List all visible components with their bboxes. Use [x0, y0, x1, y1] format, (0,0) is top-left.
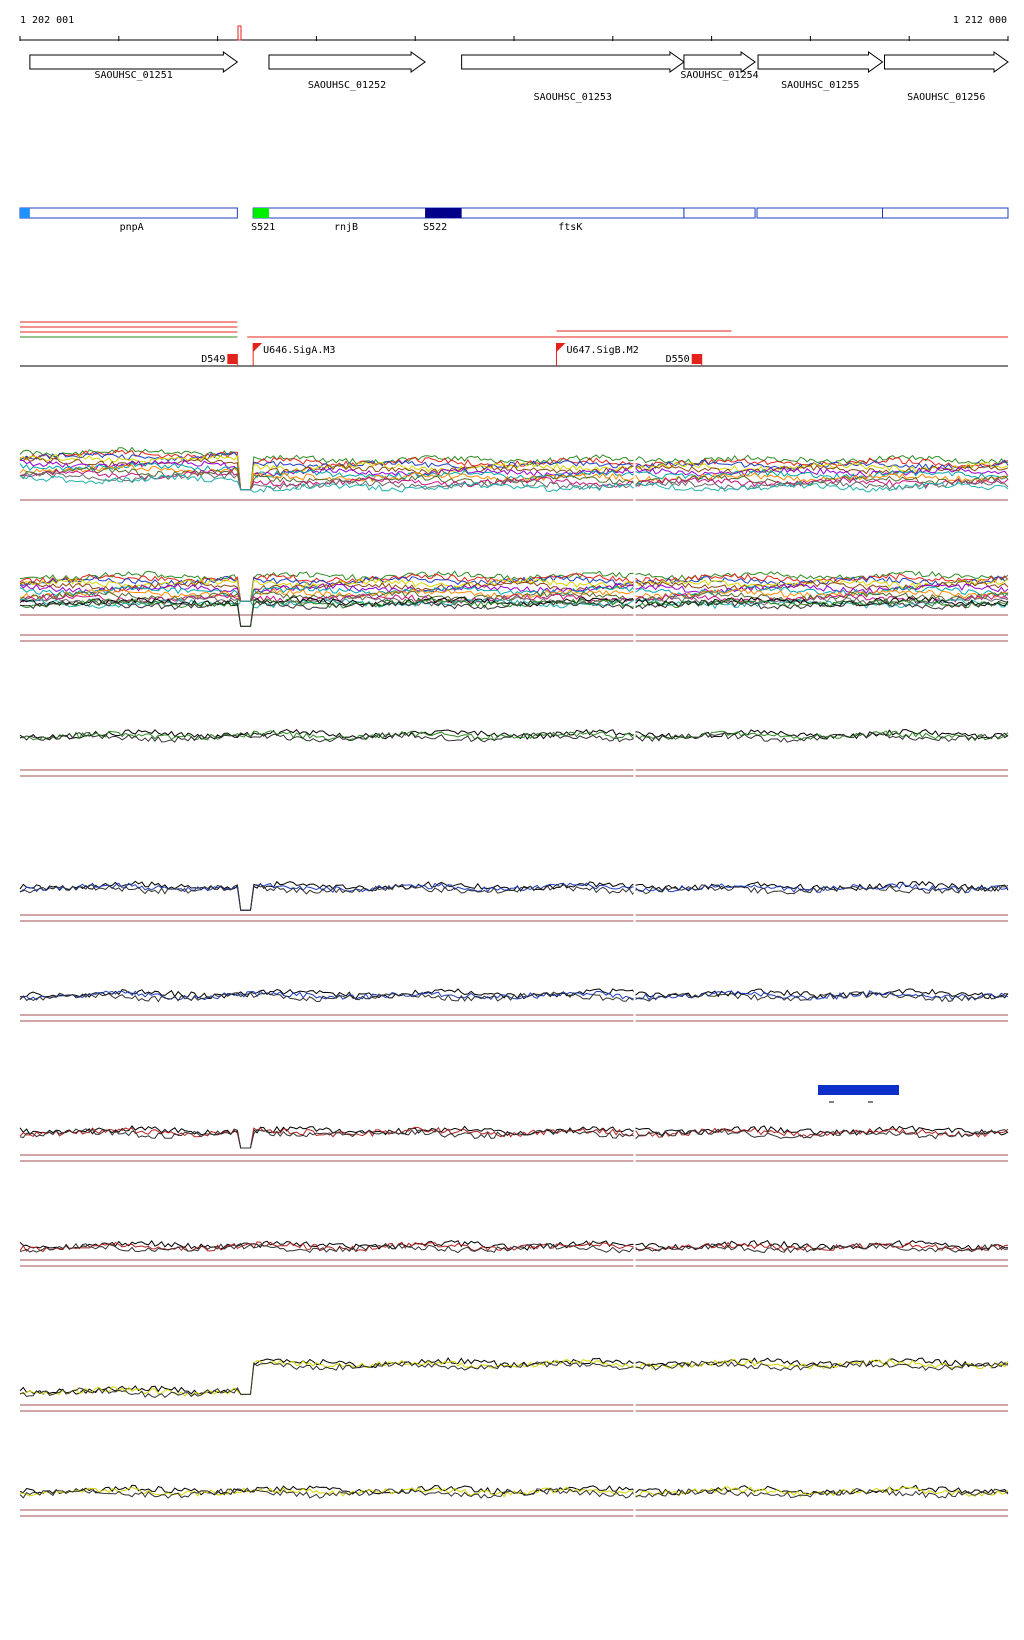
region-label: S522 [423, 222, 447, 233]
yellow-strand-2 [19, 1445, 1009, 1525]
gene-label: SAOUHSC_01254 [680, 70, 758, 81]
signal-line [19, 991, 1009, 1003]
gene-label: SAOUHSC_01252 [308, 80, 386, 91]
gene-label: SAOUHSC_01251 [94, 70, 172, 81]
coordinate-ruler: 1 202 001 1 212 000 [19, 15, 1009, 41]
signal-line [19, 1358, 1009, 1397]
gene-label: SAOUHSC_01255 [781, 80, 859, 91]
ruler-marker [237, 25, 242, 41]
signal-line [19, 1242, 1009, 1254]
multi-condition-profile-a [19, 420, 1009, 510]
red-strand-1 [19, 1080, 1009, 1170]
gene-arrow [683, 51, 756, 73]
signal-line [19, 595, 1009, 607]
gene-arrow [268, 51, 426, 73]
red-strand-2 [19, 1195, 1009, 1275]
gene-label: SAOUHSC_01256 [907, 92, 985, 103]
signal-line [19, 990, 1009, 1001]
start-coordinate: 1 202 001 [20, 15, 74, 26]
signal-line [19, 988, 1009, 1000]
signal-line [19, 730, 1009, 742]
signal-line [19, 468, 1009, 491]
signal-line [19, 1360, 1009, 1399]
signal-line [19, 1126, 1009, 1149]
blue-strand-1 [19, 830, 1009, 930]
gene-track: SAOUHSC_01251 SAOUHSC_01252 SAOUHSC_01253 S… [29, 51, 1009, 103]
operon-box [252, 207, 685, 219]
signal-line [19, 454, 1009, 491]
gene-name-label: rnjB [334, 222, 358, 233]
signal-line [19, 1486, 1009, 1498]
gene-label: SAOUHSC_01253 [534, 92, 612, 103]
scale-legend-bar [818, 1085, 899, 1095]
ruler-ticks [19, 25, 1009, 41]
signal-line [19, 883, 1009, 911]
signal-line [20, 599, 1009, 627]
green-strand-1 [19, 540, 1009, 650]
gene-arrow [461, 51, 685, 73]
annotation-track: S521 S522 pnpA rnjB ftsK [19, 207, 1009, 233]
operon-box [756, 207, 884, 219]
signal-line [19, 474, 1009, 493]
signal-line [19, 880, 1009, 911]
yellow-strand-1 [19, 1330, 1009, 1420]
signal-line [19, 597, 1009, 627]
region-label: S521 [251, 222, 275, 233]
signal-line [19, 1128, 1009, 1149]
multi-condition-profile-b [19, 535, 1009, 625]
signal-line [19, 466, 1009, 491]
terminator-block [227, 354, 238, 364]
signal-line [19, 1125, 1009, 1149]
promoter-label: U647.SigB.M2 [566, 345, 638, 356]
gene-arrow [757, 51, 884, 73]
signal-line [19, 577, 1009, 602]
operon-box [683, 207, 756, 219]
signal-line [19, 456, 1009, 491]
region-block [425, 208, 462, 218]
signal-line [19, 446, 1009, 491]
operon-box [19, 207, 238, 219]
feature-track: U646.SigA.M3 U647.SigB.M2 D549 D550 [20, 321, 1008, 367]
blue-strand-2 [19, 940, 1009, 1030]
promoter-flag [253, 343, 263, 352]
signal-line [20, 459, 1009, 491]
signal-line [19, 1241, 1009, 1253]
gene-name-label: ftsK [558, 222, 582, 233]
terminator-label: D549 [201, 354, 225, 365]
gene-arrow [29, 51, 239, 73]
terminator-label: D550 [666, 354, 690, 365]
signal-line [19, 1487, 1009, 1499]
green-strand-2 [19, 685, 1009, 785]
gene-name-label: pnpA [120, 222, 144, 233]
signal-line [19, 882, 1009, 911]
expression-tracks [19, 420, 1009, 1525]
gene-arrow [884, 51, 1009, 73]
signal-line [19, 731, 1009, 743]
terminator-block [691, 354, 702, 364]
end-coordinate: 1 212 000 [953, 15, 1007, 26]
region-block [253, 208, 269, 218]
operon-box [882, 207, 1009, 219]
promoter-label: U646.SigA.M3 [263, 345, 335, 356]
signal-line [19, 471, 1009, 491]
signal-line [19, 593, 1009, 605]
signal-line [19, 580, 1009, 602]
signal-line [19, 1239, 1009, 1251]
promoter-flag [556, 343, 566, 352]
region-block [20, 208, 30, 218]
